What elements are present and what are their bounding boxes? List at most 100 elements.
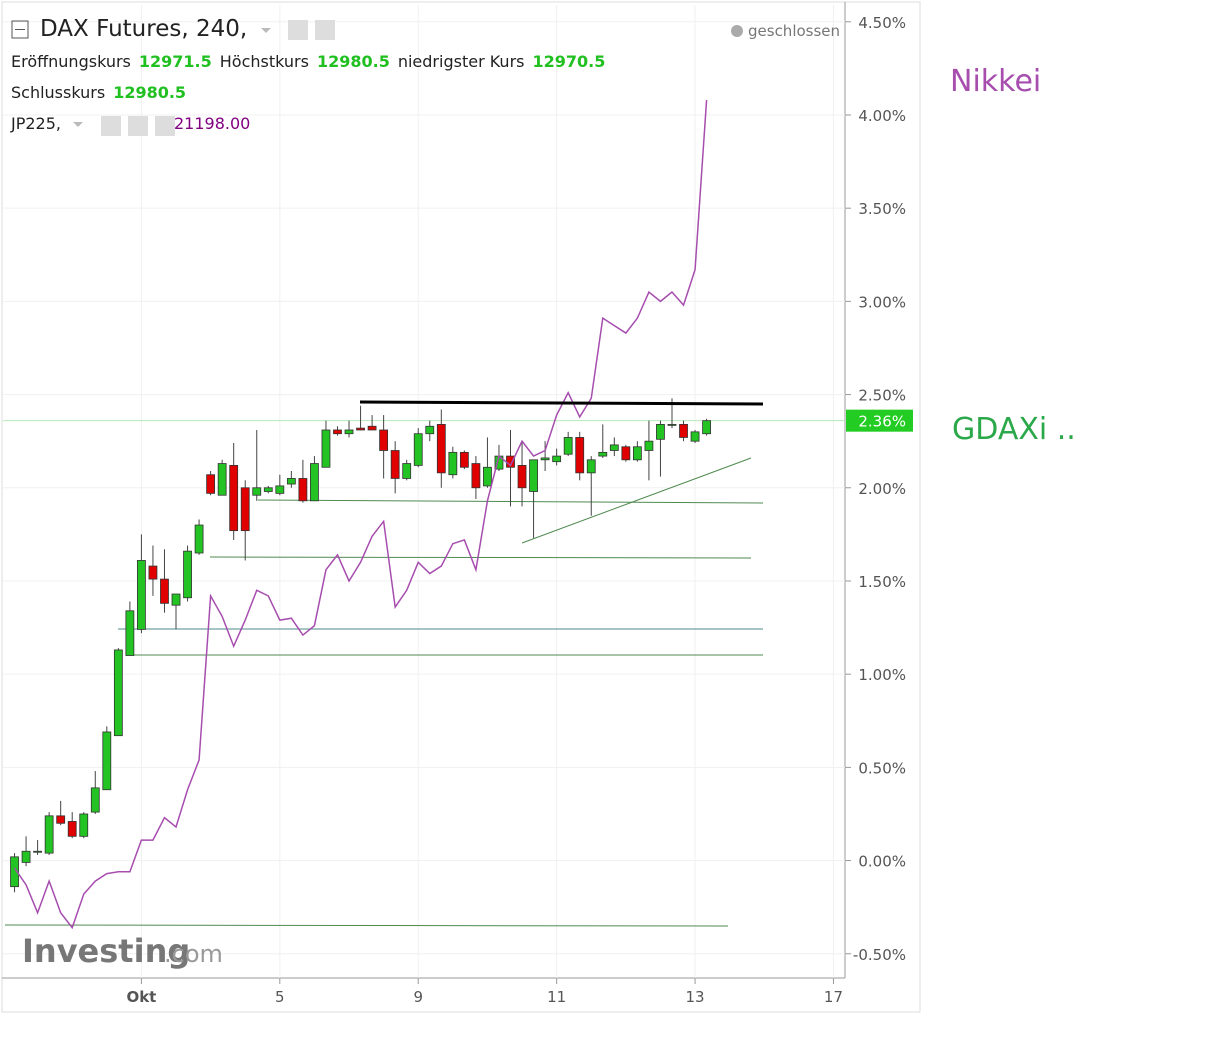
overlay-name: JP225,	[11, 114, 61, 133]
candle-body	[102, 731, 112, 791]
chart-frame	[1, 1, 921, 1013]
candle-body	[148, 565, 158, 580]
close-icon[interactable]	[155, 116, 175, 136]
y-tick-label: 4.00%	[858, 107, 906, 125]
x-tick-label: 9	[413, 988, 423, 1006]
candle-body	[436, 423, 446, 474]
field-value: 12971.5	[138, 52, 212, 71]
gear-icon[interactable]	[128, 116, 148, 136]
candle-body	[563, 437, 573, 455]
candle-body	[21, 850, 31, 863]
watermark: Investing	[22, 932, 190, 970]
candle-body	[67, 821, 77, 837]
candle-body	[206, 474, 216, 494]
status-dot	[731, 25, 743, 37]
candle-body	[137, 560, 146, 630]
candle-body	[471, 463, 481, 489]
y-tick-label: 2.00%	[858, 480, 906, 498]
eye-icon[interactable]	[101, 116, 121, 136]
gear-icon[interactable]	[315, 20, 335, 40]
x-tick-label: Okt	[126, 988, 156, 1006]
support-line	[209, 556, 752, 559]
field-label: Höchstkurs	[219, 52, 309, 71]
last-price-box	[846, 409, 913, 432]
candle-body	[483, 466, 492, 487]
candle-body	[598, 451, 608, 457]
line-series	[13, 100, 708, 930]
candle-body	[113, 649, 123, 737]
title: DAX Futures, 240,	[40, 16, 248, 42]
candle-body	[667, 423, 677, 426]
close-row: Schlusskurs 12980.5	[11, 83, 186, 102]
candle-body	[575, 437, 585, 474]
grid	[3, 5, 845, 978]
candle-body	[275, 485, 285, 494]
candle-body	[10, 856, 19, 888]
trend-lines	[4, 457, 764, 927]
field-value: 12980.5	[316, 52, 390, 71]
y-tick-label: 1.50%	[858, 573, 906, 591]
y-tick-label: 3.00%	[858, 293, 906, 311]
field-value: 12970.5	[532, 52, 606, 71]
candle-body	[679, 423, 688, 438]
y-tick-label: 0.50%	[858, 759, 906, 777]
candle-body	[333, 429, 342, 435]
candle-body	[298, 478, 308, 502]
status: geschlossen	[748, 22, 840, 40]
y-tick-label: 0.00%	[858, 853, 906, 871]
last-price-label: 2.36%	[858, 413, 906, 431]
dropdown[interactable]	[73, 122, 83, 127]
y-tick-label: 3.50%	[858, 200, 906, 218]
dropdown[interactable]	[261, 28, 271, 33]
field-value: 12980.5	[113, 83, 187, 102]
y-tick-label: 1.00%	[858, 666, 906, 684]
candle-body	[229, 465, 239, 532]
header-title: DAX Futures, 240,	[40, 16, 247, 42]
resistance-line	[359, 400, 764, 406]
candle-body	[621, 446, 631, 461]
candle-body	[44, 815, 54, 854]
candle-body	[379, 429, 389, 451]
candle-body	[183, 550, 192, 599]
candle-body	[90, 787, 100, 813]
watermark: .com	[164, 940, 223, 968]
overlay-value: 21198.00	[174, 114, 251, 133]
field-label: Schlusskurs	[11, 83, 106, 102]
candle-body	[79, 813, 89, 837]
candle-body	[529, 459, 538, 492]
candle-body	[402, 463, 412, 479]
candle-body	[644, 440, 654, 451]
field-label: niedrigster Kurs	[397, 52, 525, 71]
eye-icon[interactable]	[288, 20, 308, 40]
candle-body	[160, 578, 169, 604]
candle-body	[632, 446, 642, 461]
candle-body	[263, 487, 273, 492]
candle-body	[413, 433, 423, 466]
candle-body	[586, 459, 596, 474]
candle-body	[517, 465, 527, 489]
annotation: GDAXi ..	[952, 412, 1076, 447]
candle-body	[171, 593, 181, 606]
plot	[3, 100, 845, 930]
overlay-row: JP225, 21198.00	[11, 114, 250, 133]
candle-body	[344, 429, 354, 435]
ohlc-row: Eröffnungskurs 12971.5 Höchstkurs 12980.5 …	[11, 52, 605, 71]
collapse-icon[interactable]	[11, 20, 29, 39]
candle-body	[448, 451, 458, 476]
x-tick-label: 13	[686, 988, 705, 1006]
candle-body	[217, 463, 227, 496]
y-tick-label: 4.50%	[858, 14, 906, 32]
candle-body	[310, 463, 319, 502]
annotation: Nikkei	[950, 64, 1042, 99]
candle-body	[321, 429, 331, 468]
candle-body	[252, 487, 262, 496]
candle-body	[656, 423, 665, 440]
x-tick-label: 11	[547, 988, 566, 1006]
support-line	[4, 924, 729, 927]
candle-body	[390, 450, 400, 479]
trend-line	[521, 457, 752, 544]
candle-body	[702, 420, 711, 435]
x-tick-label: 5	[275, 988, 285, 1006]
candle-body	[540, 457, 550, 461]
